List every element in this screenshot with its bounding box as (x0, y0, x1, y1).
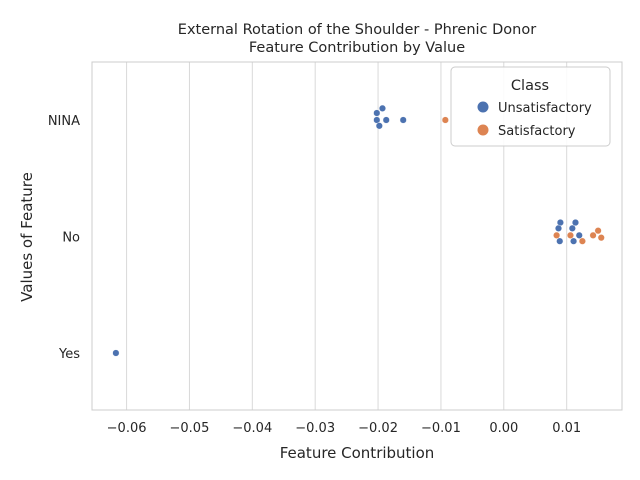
point-satisfactory (553, 231, 561, 239)
legend-marker-unsatisfactory (477, 101, 489, 113)
point-satisfactory (566, 231, 574, 239)
x-tick-label: 0.01 (552, 421, 581, 436)
point-unsatisfactory (571, 219, 579, 227)
x-tick-label: −0.04 (232, 421, 272, 436)
legend-label-unsatisfactory: Unsatisfactory (498, 101, 592, 116)
point-satisfactory (578, 237, 586, 245)
x-tick-label: 0.00 (489, 421, 518, 436)
point-unsatisfactory (555, 224, 563, 232)
point-unsatisfactory (556, 219, 564, 227)
point-unsatisfactory (375, 122, 383, 130)
legend-label-satisfactory: Satisfactory (498, 124, 576, 139)
legend: Class Unsatisfactory Satisfactory (450, 66, 611, 147)
point-unsatisfactory (378, 104, 386, 112)
point-unsatisfactory (575, 231, 583, 239)
point-unsatisfactory (556, 237, 564, 245)
chart-subtitle: Feature Contribution by Value (249, 40, 465, 56)
x-tick-label: −0.05 (170, 421, 210, 436)
point-unsatisfactory (373, 116, 381, 124)
point-unsatisfactory (382, 116, 390, 124)
y-tick-label: NINA (48, 114, 80, 129)
data-points (112, 104, 605, 357)
x-tick-label: −0.01 (421, 421, 461, 436)
legend-title: Class (511, 78, 549, 94)
point-satisfactory (589, 231, 597, 239)
plot-frame (91, 61, 623, 411)
legend-marker-satisfactory (477, 124, 489, 136)
point-satisfactory (597, 234, 605, 242)
y-tick-label: Yes (58, 347, 80, 362)
x-tick-label: −0.02 (358, 421, 398, 436)
y-axis-label: Values of Feature (18, 172, 36, 302)
point-unsatisfactory (399, 116, 407, 124)
chart-title: External Rotation of the Shoulder - Phre… (178, 22, 536, 38)
x-tick-labels: −0.06 −0.05 −0.04 −0.03 −0.02 −0.01 0.00 0.01 (107, 421, 581, 436)
legend-box (450, 66, 611, 147)
point-unsatisfactory (373, 109, 381, 117)
x-tick-label: −0.06 (107, 421, 147, 436)
y-tick-labels: NINA No Yes (48, 114, 80, 362)
point-satisfactory (441, 116, 449, 124)
x-tick-label: −0.03 (295, 421, 335, 436)
x-axis-label: Feature Contribution (280, 444, 435, 462)
point-unsatisfactory (112, 349, 120, 357)
point-satisfactory (594, 227, 602, 235)
point-unsatisfactory (570, 237, 578, 245)
y-tick-label: No (62, 231, 80, 246)
point-unsatisfactory (568, 224, 576, 232)
